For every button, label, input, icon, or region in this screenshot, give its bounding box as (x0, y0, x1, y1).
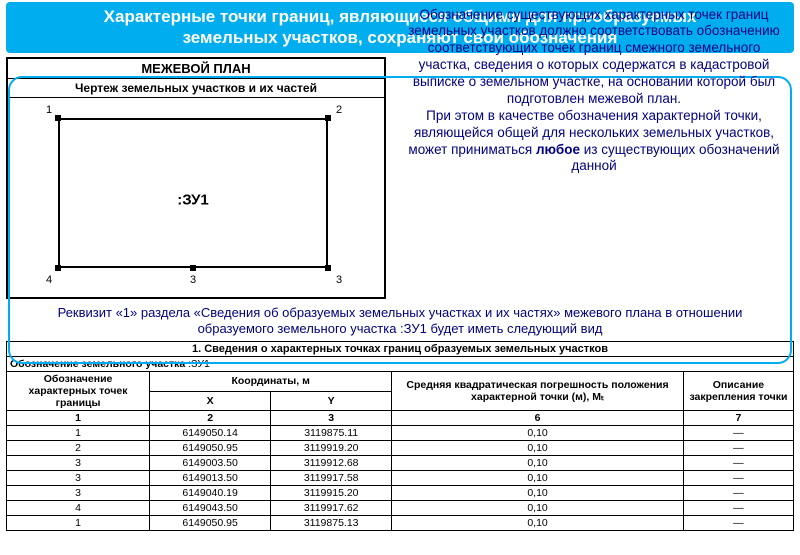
explanatory-p1: Обозначение существующих характерных точ… (404, 7, 784, 108)
table-cell: 2 (7, 441, 150, 456)
plot-point-label: 3 (190, 274, 196, 286)
plot-rectangle: :ЗУ1 (58, 118, 328, 268)
table-cell: 0,10 (392, 456, 684, 471)
table-cell: 1 (7, 516, 150, 531)
table-cell: 3 (7, 471, 150, 486)
table-cell: 0,10 (392, 516, 684, 531)
th-error: Средняя квадратическая погрешность полож… (392, 372, 684, 411)
table-cell: 6149040.19 (150, 486, 271, 501)
numrow-3: 3 (271, 411, 392, 426)
table-cell: 3 (7, 486, 150, 501)
table-cell: 0,10 (392, 441, 684, 456)
th-coords: Координаты, м (150, 372, 392, 392)
table-cell: 1 (7, 426, 150, 441)
table-cell: 6149050.95 (150, 441, 271, 456)
table-cell: — (683, 456, 793, 471)
table-row: 36149013.503119917.580,10— (7, 471, 794, 486)
table-row: 46149043.503119917.620,10— (7, 501, 794, 516)
numrow-1: 1 (7, 411, 150, 426)
table-cell: 6149003.50 (150, 456, 271, 471)
table-cell: 6149043.50 (150, 501, 271, 516)
table-cell: 6149050.95 (150, 516, 271, 531)
table-object-row: Обозначение земельного участка :ЗУ1 (7, 357, 794, 372)
plot-label: :ЗУ1 (177, 191, 209, 208)
th-desc: Описание закрепления точки (683, 372, 793, 411)
table-section-title: 1. Сведения о характерных точках границ … (7, 342, 794, 357)
table-cell: — (683, 486, 793, 501)
table-cell: — (683, 426, 793, 441)
mezh-plan-block: МЕЖЕВОЙ ПЛАН Чертеж земельных участков и… (6, 57, 386, 299)
data-table: 1. Сведения о характерных точках границ … (6, 341, 794, 531)
numrow-6: 6 (392, 411, 684, 426)
table-cell: — (683, 501, 793, 516)
th-x: X (150, 391, 271, 411)
plot-point-label: 1 (46, 104, 52, 116)
plot-point (190, 265, 196, 271)
table-cell: 3119915.20 (271, 486, 392, 501)
table-cell: 3119917.62 (271, 501, 392, 516)
plot-point-label: 3 (336, 274, 342, 286)
numrow-7: 7 (683, 411, 793, 426)
plot-point (55, 265, 61, 271)
mezh-subtitle: Чертеж земельных участков и их частей (8, 78, 384, 97)
table-cell: — (683, 441, 793, 456)
table-cell: 3119917.58 (271, 471, 392, 486)
th-y: Y (271, 391, 392, 411)
table-cell: 3 (7, 456, 150, 471)
table-row: 36149003.503119912.680,10— (7, 456, 794, 471)
requisite-text: Реквизит «1» раздела «Сведения об образу… (6, 305, 794, 338)
table-cell: — (683, 516, 793, 531)
highlight-word: любое (536, 142, 580, 157)
mezh-title: МЕЖЕВОЙ ПЛАН (8, 59, 384, 78)
explanatory-text: Обозначение существующих характерных точ… (394, 3, 794, 299)
table-row: 16149050.953119875.130,10— (7, 516, 794, 531)
table-cell: 0,10 (392, 471, 684, 486)
table-cell: 3119875.11 (271, 426, 392, 441)
table-cell: 0,10 (392, 426, 684, 441)
plot-point (325, 265, 331, 271)
explanatory-p2: При этом в качестве обозначения характер… (404, 108, 784, 176)
plot-point-label: 2 (336, 104, 342, 116)
plot-diagram: :ЗУ1 1 2 3 3 4 (8, 97, 384, 297)
th-point: Обозначение характерных точек границы (7, 372, 150, 411)
table-row: 36149040.193119915.200,10— (7, 486, 794, 501)
plot-point-label: 4 (46, 274, 52, 286)
table-cell: 3119912.68 (271, 456, 392, 471)
table-cell: 4 (7, 501, 150, 516)
table-cell: — (683, 471, 793, 486)
table-cell: 3119919.20 (271, 441, 392, 456)
plot-point (55, 115, 61, 121)
numrow-2: 2 (150, 411, 271, 426)
plot-point (325, 115, 331, 121)
table-cell: 0,10 (392, 501, 684, 516)
table-cell: 6149013.50 (150, 471, 271, 486)
table-cell: 6149050.14 (150, 426, 271, 441)
table-row: 16149050.143119875.110,10— (7, 426, 794, 441)
table-cell: 0,10 (392, 486, 684, 501)
table-row: 26149050.953119919.200,10— (7, 441, 794, 456)
table-cell: 3119875.13 (271, 516, 392, 531)
